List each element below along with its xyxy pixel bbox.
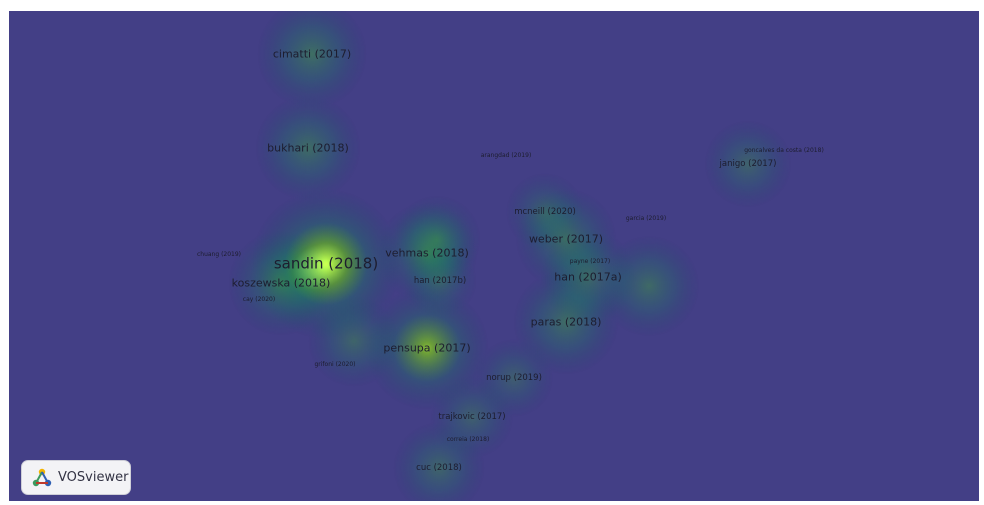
node-label[interactable]: payne (2017) [569,258,611,265]
node-label[interactable]: garcia (2019) [625,215,667,222]
app-name: VOSviewer [58,470,129,485]
node-label[interactable]: janigo (2017) [719,158,777,169]
node-label[interactable]: mcneill (2020) [514,206,576,217]
node-label[interactable]: cimatti (2017) [272,47,352,61]
node-label[interactable]: vehmas (2018) [385,246,469,260]
node-label[interactable]: trajkovic (2017) [438,411,506,422]
density-map[interactable]: cimatti (2017) bukhari (2018) arangdad (20… [9,11,979,501]
node-label[interactable]: paras (2018) [530,315,602,329]
node-label[interactable]: koszewska (2018) [231,276,331,290]
node-label[interactable]: chuang (2019) [196,251,242,258]
node-label[interactable]: goncalves da costa (2018) [744,147,824,154]
node-label[interactable]: correia (2018) [446,436,490,443]
node-label[interactable]: han (2017a) [554,270,622,284]
node-label[interactable]: arangdad (2019) [480,152,532,159]
vosviewer-logo-icon [32,468,52,486]
node-label[interactable]: han (2017b) [413,275,467,286]
node-label[interactable]: pensupa (2017) [383,341,471,355]
node-label[interactable]: bukhari (2018) [267,141,349,155]
density-heatmap [9,11,979,501]
vosviewer-badge: VOSviewer [21,460,131,495]
node-label[interactable]: cuc (2018) [416,462,462,473]
node-label[interactable]: weber (2017) [528,232,604,246]
node-label[interactable]: norup (2019) [486,372,542,383]
node-label[interactable]: sandin (2018) [273,254,379,273]
node-label[interactable]: cay (2020) [242,296,276,303]
node-label[interactable]: grifoni (2020) [314,361,356,368]
